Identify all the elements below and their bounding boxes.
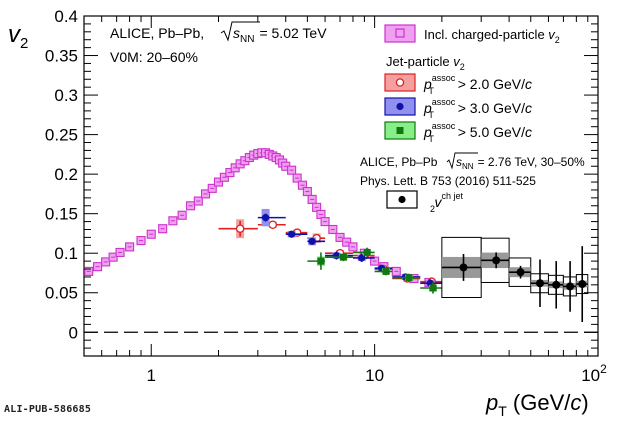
jet2-marker	[235, 224, 245, 233]
legend: Incl. charged-particle v2 Jet-particle v…	[360, 24, 585, 214]
x-tick-label: 102	[581, 362, 607, 385]
series-jet5	[307, 247, 442, 294]
y-tick-label: 0.05	[45, 284, 78, 303]
sqrt-symbol	[220, 21, 260, 42]
legend-marker-jet5-dot	[396, 127, 404, 134]
ref-marker	[536, 279, 545, 288]
ref-marker	[566, 282, 575, 291]
jet3-marker	[308, 237, 316, 245]
y-axis-label: v2	[8, 21, 28, 52]
ref-marker	[552, 280, 561, 289]
y-tick-label: 0.25	[45, 126, 78, 145]
jet3-marker	[332, 251, 341, 260]
ref-marker	[492, 256, 501, 265]
ref-collision: ALICE, Pb–Pb	[360, 155, 438, 169]
ref-journal: Phys. Lett. B 753 (2016) 511-525	[360, 174, 536, 188]
jet5-marker	[317, 257, 325, 265]
jet5-marker	[339, 253, 347, 261]
jet3-marker	[261, 214, 270, 222]
x-tick-label: 1	[147, 366, 156, 385]
ref-marker	[516, 268, 525, 277]
ref-marker	[459, 263, 468, 272]
y-tick-label: 0.15	[45, 205, 78, 224]
legend-label-charged: Incl. charged-particle v2	[424, 27, 560, 45]
series-ref	[441, 236, 589, 322]
y-tick-label: 0.3	[54, 86, 78, 105]
annotation-energy: sNN = 5.02 TeV	[233, 25, 327, 45]
jet5-marker	[382, 267, 390, 275]
y-tick-label: 0	[69, 323, 78, 342]
legend-marker-jet2-dot	[395, 78, 405, 87]
legend-label-ref: vch jet 2	[430, 191, 463, 214]
publication-id: ALI-PUB-586685	[4, 404, 92, 415]
annotation-centrality: V0M: 20–60%	[110, 49, 198, 65]
legend-header-jet: Jet-particle v2	[386, 54, 465, 72]
y-tick-label: 0.35	[45, 47, 78, 66]
legend-marker-jet3-dot	[396, 102, 404, 111]
jet3-marker	[358, 254, 366, 262]
legend-label-jet3: passoc T > 3.0 GeV/c	[423, 97, 532, 120]
legend-marker-ref-dot	[398, 195, 406, 204]
ref-marker	[578, 280, 587, 289]
plot-area-border	[83, 15, 599, 357]
y-tick-label: 0.4	[54, 7, 78, 26]
jet3-marker	[288, 230, 296, 238]
legend-label-jet5: passoc T > 5.0 GeV/c	[423, 121, 532, 144]
jet2-marker	[268, 220, 278, 229]
ref-sqrt-symbol	[446, 152, 478, 170]
plot-frame	[83, 15, 599, 357]
legend-marker-charged	[384, 24, 416, 43]
legend-marker-charged-inner	[395, 28, 405, 38]
x-tick-label: 10	[365, 366, 384, 385]
ref-energy: sNN = 2.76 TeV, 30–50%	[456, 155, 585, 171]
y-tick-label: 0.2	[54, 165, 78, 184]
data-series	[84, 148, 589, 322]
annotation-collision: ALICE, Pb–Pb,	[110, 25, 204, 41]
jet5-marker	[363, 248, 371, 256]
x-axis-label: pT (GeV/c)	[485, 390, 589, 419]
y-tick-label: 0.1	[54, 244, 78, 263]
jet5-marker	[429, 284, 437, 292]
axis-ticks: 1 10 102 0 0.05 0.1 0.15 0.2 0.25 0.3 0.35 0.4	[45, 7, 607, 385]
jet5-marker	[405, 274, 413, 282]
legend-label-jet2: passoc T > 2.0 GeV/c	[423, 73, 532, 96]
